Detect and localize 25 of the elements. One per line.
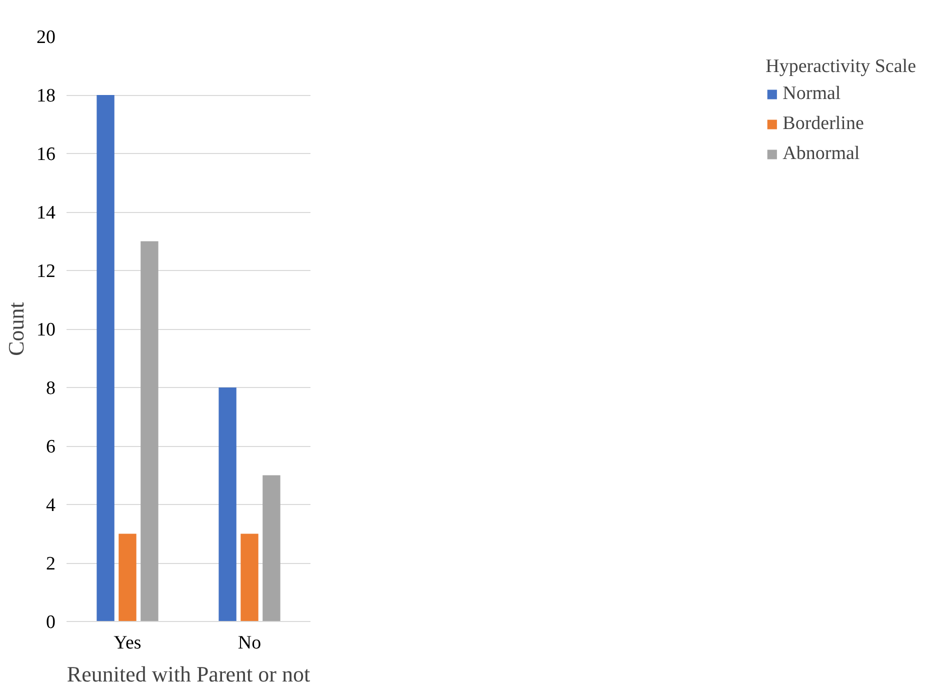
y-tick-label: 18 bbox=[36, 86, 56, 106]
y-tick-label: 8 bbox=[46, 378, 56, 399]
y-tick-label: 2 bbox=[46, 554, 56, 574]
bar bbox=[218, 388, 236, 622]
y-axis-title: Count bbox=[4, 302, 28, 356]
x-axis-title: Reunited with Parent or not bbox=[66, 662, 310, 686]
legend-label: Abnormal bbox=[782, 143, 860, 165]
y-tick-label: 4 bbox=[46, 495, 56, 516]
y-tick-label: 16 bbox=[36, 144, 56, 165]
y-tick-label: 14 bbox=[36, 202, 56, 224]
y-tick-label: 20 bbox=[36, 27, 56, 48]
x-tick-label: No bbox=[238, 632, 262, 654]
bar bbox=[118, 534, 136, 622]
bar bbox=[140, 241, 158, 622]
bar bbox=[240, 534, 258, 622]
y-tick-label: 10 bbox=[36, 320, 56, 340]
legend-label: Normal bbox=[782, 83, 841, 105]
legend-label: Borderline bbox=[782, 113, 864, 135]
x-tick-label: Yes bbox=[114, 632, 142, 654]
y-tick-label: 0 bbox=[46, 612, 56, 633]
bar bbox=[262, 475, 280, 622]
legend-title: Hyperactivity Scale bbox=[766, 56, 916, 78]
bar bbox=[96, 95, 114, 622]
y-tick-label: 6 bbox=[46, 436, 56, 458]
y-tick-label: 12 bbox=[36, 261, 56, 282]
